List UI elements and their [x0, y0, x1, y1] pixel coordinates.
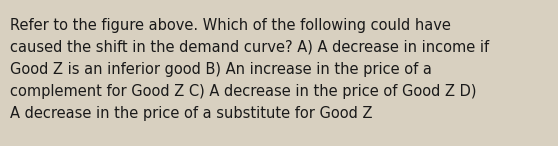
Text: A decrease in the price of a substitute for Good Z: A decrease in the price of a substitute … [10, 106, 373, 121]
Text: Good Z is an inferior good B) An increase in the price of a: Good Z is an inferior good B) An increas… [10, 62, 432, 77]
Text: Refer to the figure above. Which of the following could have: Refer to the figure above. Which of the … [10, 18, 451, 33]
Text: complement for Good Z C) A decrease in the price of Good Z D): complement for Good Z C) A decrease in t… [10, 84, 477, 99]
Text: caused the shift in the demand curve? A) A decrease in income if: caused the shift in the demand curve? A)… [10, 40, 489, 55]
